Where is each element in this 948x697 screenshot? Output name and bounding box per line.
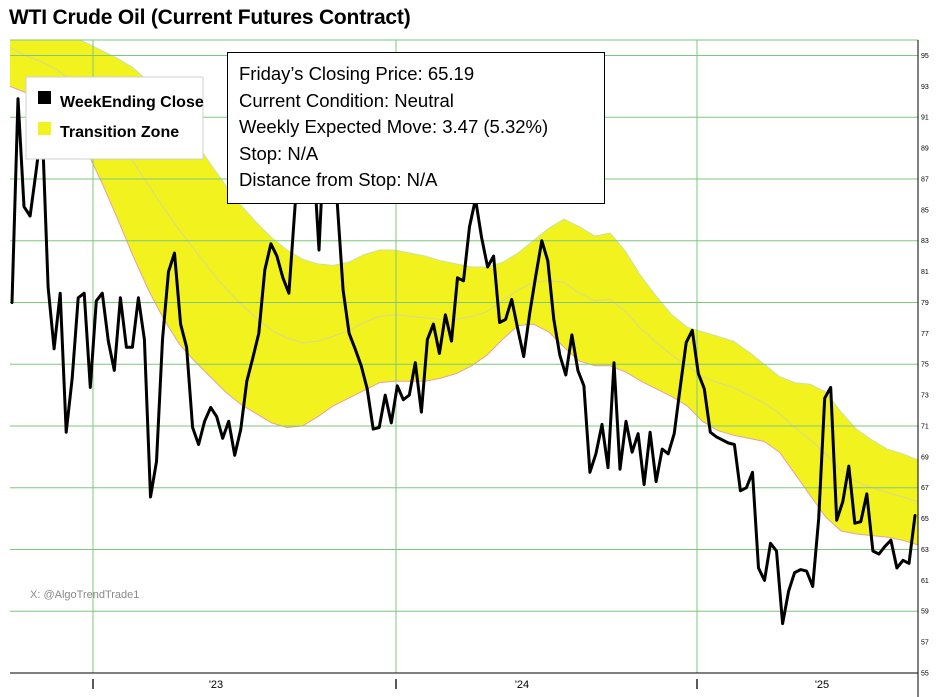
y-tick-label-91: 91 — [921, 115, 929, 122]
legend-swatch-close — [38, 91, 51, 104]
y-tick-label-95: 95 — [921, 53, 929, 60]
axis-layer: 55 57 59 61 63 65 67 69 71 73 75 77 79 81 83 85 87 89 91 93… — [10, 39, 929, 697]
transition-zone-midline — [10, 47, 918, 503]
distance-from-stop-text: Distance from Stop: N/A — [239, 169, 438, 190]
expected-move-text: Weekly Expected Move: 3.47 (5.32%) — [239, 116, 549, 137]
y-tick-label-69: 69 — [921, 454, 929, 461]
y-tick-label-67: 67 — [921, 485, 929, 492]
y-tick-label-65: 65 — [921, 516, 929, 523]
info-box: Friday’s Closing Price: 65.19 Current Co… — [227, 52, 605, 204]
legend-label-transition: Transition Zone — [60, 124, 179, 141]
legend-swatch-transition — [38, 122, 51, 135]
y-tick-label-75: 75 — [921, 362, 929, 369]
y-tick-label-57: 57 — [921, 640, 929, 647]
legend: WeekEnding Close Transition Zone — [25, 76, 204, 160]
y-tick-label-61: 61 — [921, 578, 929, 585]
y-tick-label-55: 55 — [921, 671, 929, 678]
legend-box — [25, 76, 204, 160]
y-tick-label-93: 93 — [921, 84, 929, 91]
y-tick-label-89: 89 — [921, 146, 929, 153]
y-tick-label-83: 83 — [921, 238, 929, 245]
watermark: X: @AlgoTrendTrade1 — [30, 589, 139, 601]
x-tick-label-0: '23 — [209, 679, 223, 691]
y-tick-label-87: 87 — [921, 176, 929, 183]
y-tick-label-59: 59 — [921, 609, 929, 616]
x-tick-label-1: '24 — [515, 679, 529, 691]
y-tick-label-81: 81 — [921, 269, 929, 276]
y-tick-label-85: 85 — [921, 207, 929, 214]
y-tick-label-77: 77 — [921, 331, 929, 338]
y-tick-label-71: 71 — [921, 423, 929, 430]
y-tick-label-73: 73 — [921, 393, 929, 400]
weekending-close-line — [10, 97, 917, 626]
y-tick-label-63: 63 — [921, 547, 929, 554]
y-tick-label-79: 79 — [921, 300, 929, 307]
legend-label-close: WeekEnding Close — [60, 94, 204, 111]
transition-zone-band — [10, 40, 918, 545]
current-condition-text: Current Condition: Neutral — [239, 89, 454, 111]
chart-title: WTI Crude Oil (Current Futures Contract) — [9, 6, 411, 29]
close-line-layer — [10, 97, 917, 626]
transition-zone-lower-edge — [10, 85, 918, 546]
stop-text: Stop: N/A — [239, 142, 319, 164]
closing-price-text: Friday’s Closing Price: 65.19 — [239, 63, 475, 84]
x-tick-label-2: '25 — [815, 679, 829, 691]
